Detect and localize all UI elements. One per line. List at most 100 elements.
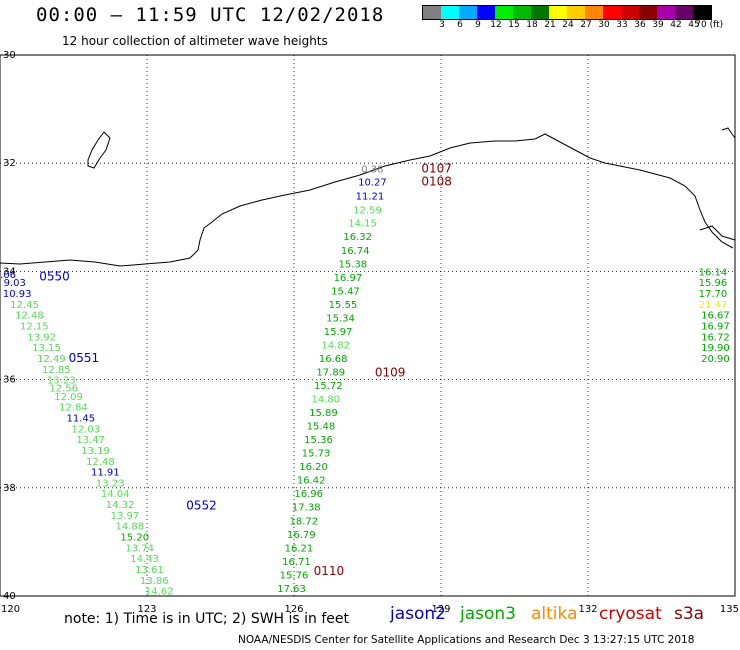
swh-value: 15.48	[307, 422, 336, 433]
track-time-label: 0550	[39, 269, 70, 283]
swh-value: 11.21	[356, 192, 385, 203]
colorbar-label: 6	[457, 20, 463, 30]
swh-value: 15.47	[331, 286, 360, 297]
swh-value: 15.55	[329, 300, 358, 311]
colorbar-label: 9	[475, 20, 481, 30]
legend-s3a: s3a	[674, 604, 705, 624]
colorbar-swatch	[423, 6, 441, 19]
y-tick-label: 30	[3, 50, 16, 61]
swh-value: 12.48	[15, 311, 44, 322]
colorbar-swatch	[693, 6, 711, 19]
swh-value: 12.49	[37, 354, 66, 365]
swh-value: 13.23	[96, 478, 125, 489]
legend-altika: altika	[531, 604, 578, 624]
track-time-label: 0109	[375, 366, 406, 380]
track-time-label: 0108	[421, 175, 452, 189]
swh-value: 12.84	[59, 403, 88, 414]
map-subtitle: 12 hour collection of altimeter wave hei…	[62, 34, 328, 48]
y-tick-label: 40	[3, 591, 16, 602]
colorbar-swatch	[621, 6, 639, 19]
swh-value: 16.96	[294, 489, 323, 500]
colorbar-label: 27	[580, 20, 592, 30]
swh-value: 14.88	[116, 522, 145, 533]
y-tick-label: 36	[3, 375, 16, 386]
swh-value: 16.21	[285, 543, 314, 554]
swh-value: 15.89	[309, 408, 338, 419]
x-tick-label: 135	[720, 604, 739, 615]
swh-value: 15.72	[314, 381, 343, 392]
swh-value: 14.32	[106, 500, 135, 511]
swh-value: 16.72	[701, 332, 730, 343]
colorbar-swatch	[603, 6, 621, 19]
swh-value: 12.03	[71, 424, 100, 435]
swh-value: 16.71	[282, 557, 311, 568]
colorbar	[422, 5, 712, 20]
swh-value: 16.67	[701, 311, 730, 322]
swh-value: 14.80	[312, 395, 341, 406]
colorbar-label: 36	[634, 20, 646, 30]
colorbar-label: 15	[508, 20, 520, 30]
colorbar-labels: 3 6 9 12 15 18 21 24 27 30 33 36 39 42 45 70 (ft)	[422, 20, 740, 34]
swh-value: 15.73	[302, 449, 331, 460]
swh-value: 20.90	[701, 354, 730, 365]
swh-value: 17.70	[699, 289, 728, 300]
swh-value: 18.72	[289, 516, 318, 527]
colorbar-label: 18	[526, 20, 538, 30]
x-tick-label: 129	[431, 604, 450, 615]
colorbar-swatch	[549, 6, 567, 19]
swh-value: 13.19	[81, 446, 110, 457]
colorbar-label: 45	[688, 20, 700, 30]
swh-value: 11.91	[91, 468, 120, 479]
swh-value: 13.23	[47, 376, 76, 387]
swh-value: 16.74	[341, 246, 370, 257]
island-outline	[721, 127, 736, 139]
swh-value: 15.34	[326, 313, 355, 324]
colorbar-label: 39	[652, 20, 664, 30]
swh-value: 10.27	[358, 178, 387, 189]
colorbar-label: 24	[562, 20, 574, 30]
swh-value: 11.45	[67, 413, 96, 424]
swh-value: 15.20	[120, 532, 149, 543]
x-tick-label: 120	[1, 604, 20, 615]
footer-note: note: 1) Time is in UTC; 2) SWH is in fe…	[64, 611, 350, 627]
legend-jason2: jason2	[390, 604, 446, 624]
swh-value: 9.03	[4, 278, 26, 289]
legend-jason3: jason3	[460, 604, 516, 624]
swh-value: 14.15	[348, 219, 377, 230]
map-frame	[0, 54, 736, 597]
swh-value: 16.79	[287, 530, 316, 541]
colorbar-swatch	[495, 6, 513, 19]
track-time-label: 0107	[421, 162, 452, 176]
colorbar-label: 21	[544, 20, 556, 30]
island-outline	[699, 225, 736, 241]
map-title: 00:00 – 11:59 UTC 12/02/2018	[36, 4, 385, 26]
swh-value: 14.82	[321, 340, 350, 351]
colorbar-swatch	[441, 6, 459, 19]
swh-value: 16.97	[334, 273, 363, 284]
swh-value: 12.09	[54, 392, 83, 403]
y-tick-label: 32	[3, 158, 16, 169]
colorbar-swatch	[531, 6, 549, 19]
colorbar-swatch	[675, 6, 693, 19]
swh-value: 14.62	[145, 587, 174, 598]
swh-value: 15.76	[280, 570, 309, 581]
swh-value: 0.38	[361, 165, 383, 176]
swh-value: 13.47	[76, 435, 105, 446]
swh-value: 9.06	[0, 270, 16, 281]
colorbar-label: 30	[598, 20, 610, 30]
swh-value: 12.45	[10, 300, 39, 311]
swh-value: 19.90	[701, 343, 730, 354]
swh-value: 14.43	[130, 554, 159, 565]
swh-value: 16.14	[699, 267, 728, 278]
colorbar-swatch	[513, 6, 531, 19]
colorbar-label: 42	[670, 20, 682, 30]
swh-value: 12.48	[86, 457, 115, 468]
swh-value: 13.92	[27, 332, 56, 343]
colorbar-swatch	[567, 6, 585, 19]
swh-value: 12.59	[353, 206, 382, 217]
y-tick-label: 34	[3, 266, 16, 277]
swh-value: 16.32	[343, 232, 372, 243]
colorbar-swatch	[657, 6, 675, 19]
swh-value: 12.85	[42, 365, 71, 376]
y-tick-label: 38	[3, 483, 16, 494]
